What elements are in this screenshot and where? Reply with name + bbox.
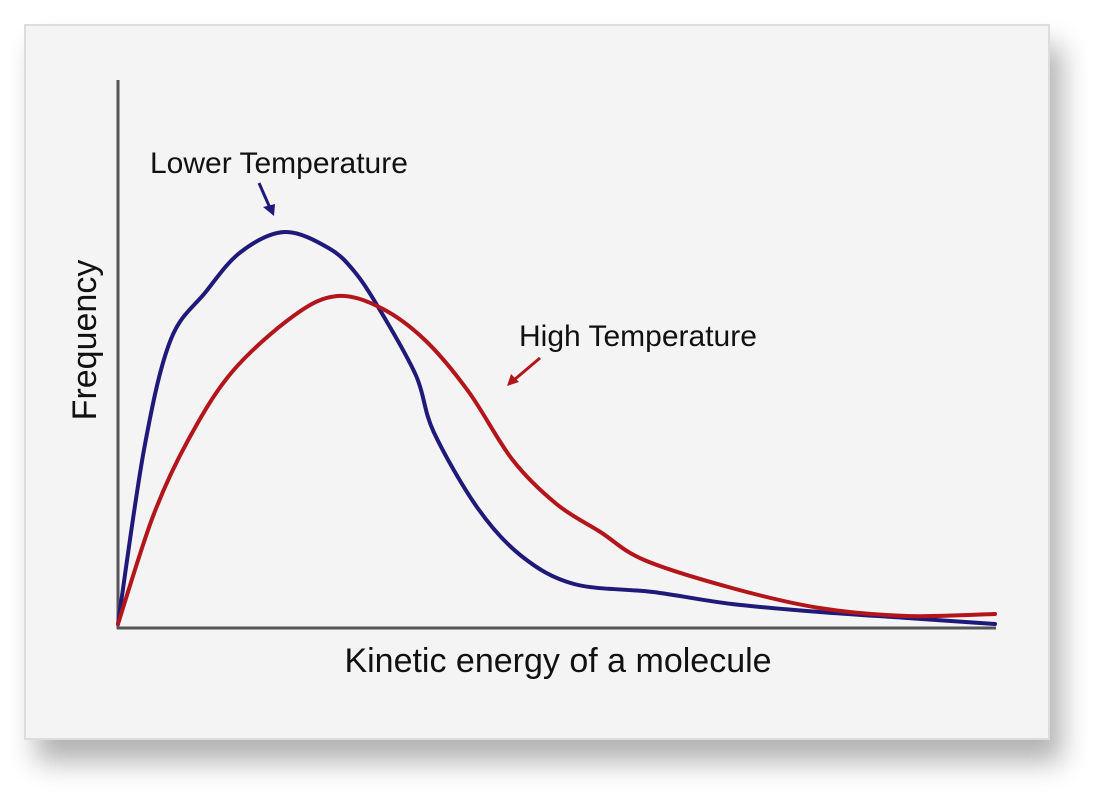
high-temperature-arrow — [513, 356, 541, 382]
annotation-high-temperature: High Temperature — [519, 320, 757, 353]
lower-temperature-arrowhead — [263, 204, 275, 216]
y-axis-label: Frequency — [66, 260, 104, 421]
lower-temperature-arrow — [257, 182, 272, 209]
annotation-lower-temperature: Lower Temperature — [150, 147, 408, 180]
high-temperature-arrowhead — [507, 374, 519, 386]
series-line-lower-temperature — [116, 229, 997, 626]
x-axis-label: Kinetic energy of a molecule — [344, 642, 771, 680]
series-line-high-temperature — [116, 293, 997, 626]
chart-card — [24, 24, 1050, 740]
